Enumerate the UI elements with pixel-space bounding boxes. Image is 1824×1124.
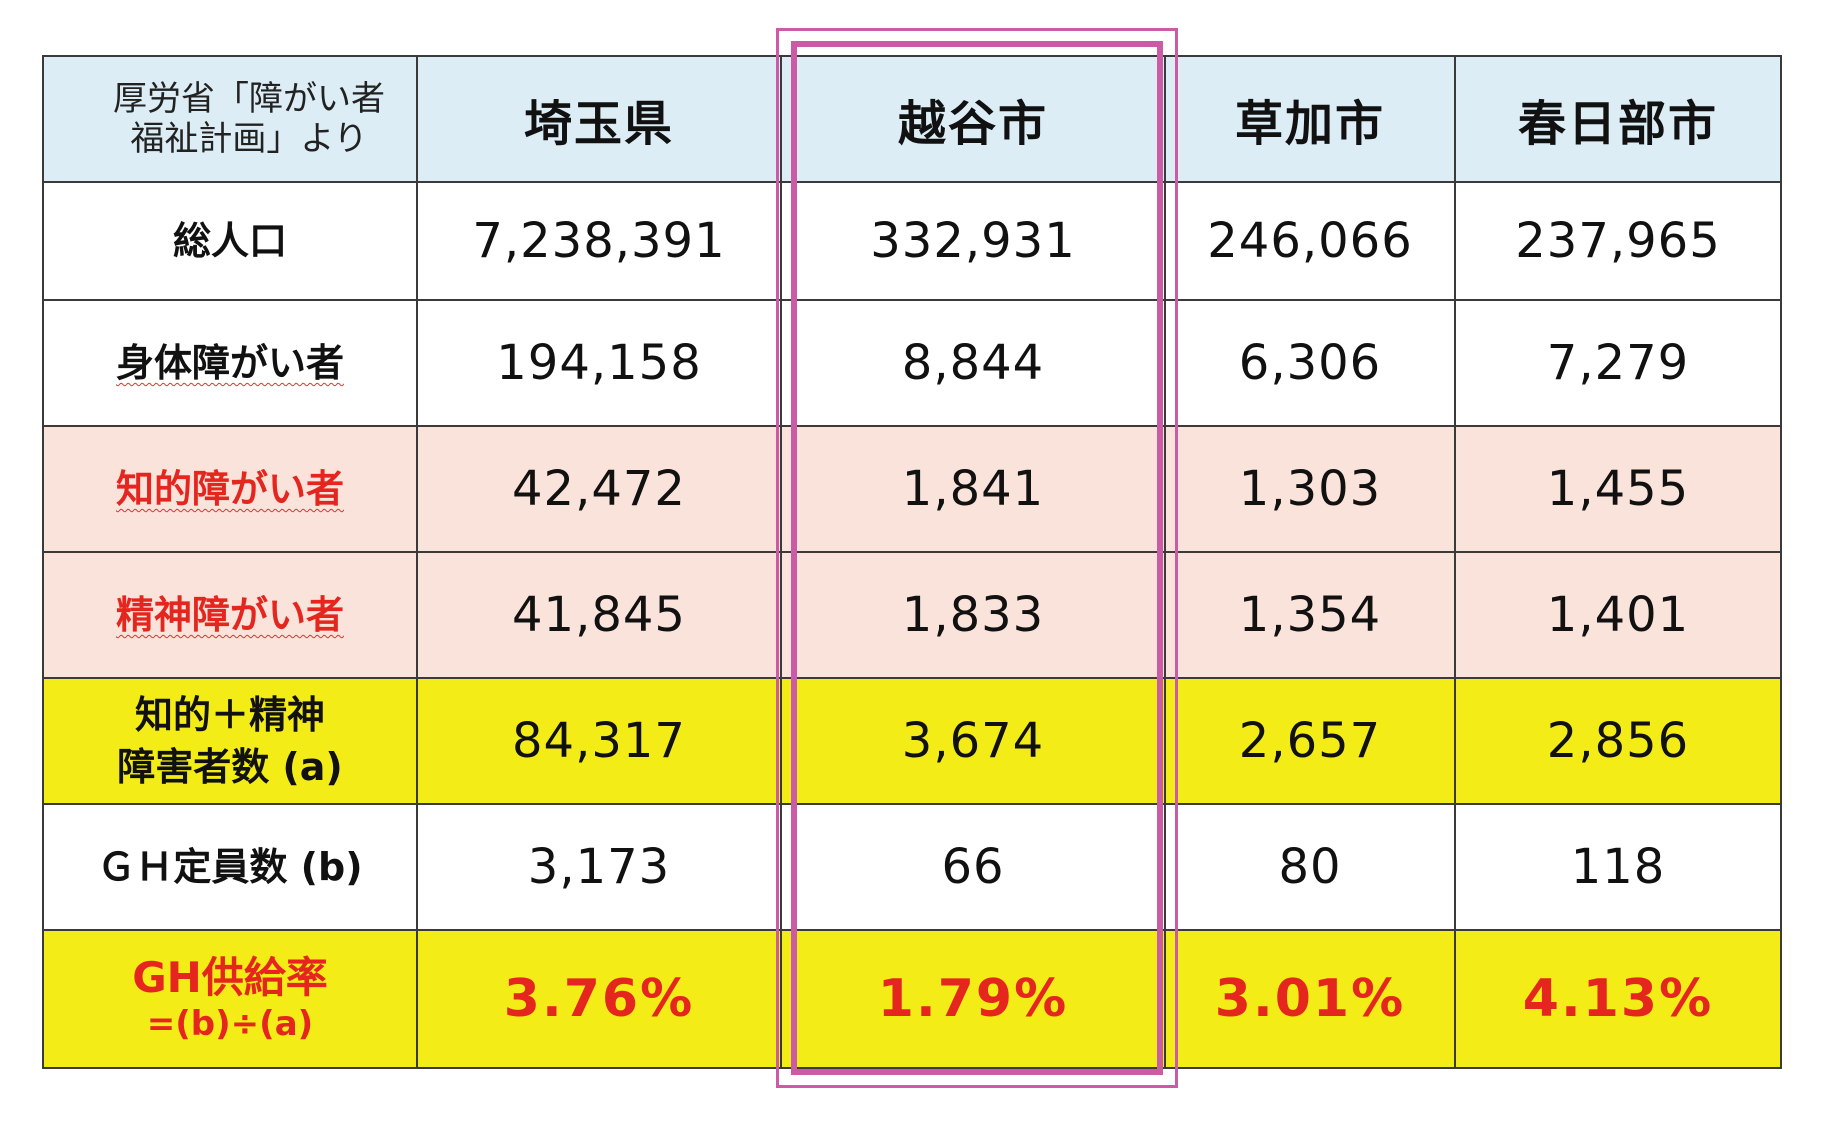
table-cell: 3,674: [780, 677, 1166, 805]
table-cell: 2,657: [1164, 677, 1456, 805]
table-cell: 8,844: [780, 299, 1166, 427]
table-row-mental: 精神障がい者 41,845 1,833 1,354 1,401: [42, 551, 1782, 679]
row-label-mental-cell: 精神障がい者: [42, 551, 418, 679]
row-label-physical-cell: 身体障がい者: [42, 299, 418, 427]
table-cell: 1,354: [1164, 551, 1456, 679]
table-cell: 80: [1164, 803, 1456, 931]
row-label-combined-line-1: 知的＋精神: [134, 693, 325, 737]
row-label-combined-cell: 知的＋精神 障害者数 (a): [42, 677, 418, 805]
row-label-intellectual-cell: 知的障がい者: [42, 425, 418, 553]
table-cell: 246,066: [1164, 181, 1456, 301]
source-note-cell: 厚労省「障がい者 福祉計画」より: [42, 55, 418, 183]
row-label-gh-rate: GH供給率: [132, 953, 328, 1002]
table-cell: 1,303: [1164, 425, 1456, 553]
row-label-mental: 精神障がい者: [115, 593, 344, 637]
table-row-gh-capacity: ＧＨ定員数 (b) 3,173 66 80 118: [42, 803, 1782, 931]
table-row-gh-rate: GH供給率 =(b)÷(a) 3.76% 1.79% 3.01% 4.13%: [42, 929, 1782, 1069]
rate-cell: 4.13%: [1454, 929, 1782, 1069]
table-row-total-population: 総人口 7,238,391 332,931 246,066 237,965: [42, 181, 1782, 301]
table-row-combined: 知的＋精神 障害者数 (a) 84,317 3,674 2,657 2,856: [42, 677, 1782, 805]
table-cell: 6,306: [1164, 299, 1456, 427]
table-cell: 118: [1454, 803, 1782, 931]
header-row: 厚労省「障がい者 福祉計画」より 埼玉県 越谷市 草加市 春日部市: [42, 55, 1782, 183]
table-cell: 3,173: [416, 803, 782, 931]
row-label-intellectual: 知的障がい者: [115, 467, 344, 511]
row-label-combined-line-2: 障害者数 (a): [117, 745, 343, 789]
table-cell: 332,931: [780, 181, 1166, 301]
city-header-koshigaya: 越谷市: [780, 55, 1166, 183]
table-row-intellectual: 知的障がい者 42,472 1,841 1,303 1,455: [42, 425, 1782, 553]
row-label-gh-rate-formula: =(b)÷(a): [146, 1004, 314, 1044]
city-header-saitama: 埼玉県: [416, 55, 782, 183]
city-header-kasukabe: 春日部市: [1454, 55, 1782, 183]
table-cell: 1,833: [780, 551, 1166, 679]
table-cell: 42,472: [416, 425, 782, 553]
source-note-line-1: 厚労省「障がい者: [113, 79, 385, 119]
row-label-gh-capacity: ＧＨ定員数 (b): [42, 803, 418, 931]
table-cell: 237,965: [1454, 181, 1782, 301]
table-cell: 194,158: [416, 299, 782, 427]
table-cell: 84,317: [416, 677, 782, 805]
source-note-line-2: 福祉計画」より: [130, 119, 368, 159]
table-cell: 7,238,391: [416, 181, 782, 301]
row-label-physical: 身体障がい者: [115, 341, 344, 385]
table-cell: 41,845: [416, 551, 782, 679]
row-label-gh-rate-cell: GH供給率 =(b)÷(a): [42, 929, 418, 1069]
row-label-total-population: 総人口: [42, 181, 418, 301]
rate-cell: 3.01%: [1164, 929, 1456, 1069]
table-cell: 1,401: [1454, 551, 1782, 679]
table-row-physical: 身体障がい者 194,158 8,844 6,306 7,279: [42, 299, 1782, 427]
table-cell: 7,279: [1454, 299, 1782, 427]
rate-cell: 1.79%: [780, 929, 1166, 1069]
disability-gh-table: 厚労省「障がい者 福祉計画」より 埼玉県 越谷市 草加市 春日部市 総人口 7,…: [42, 55, 1782, 1069]
table-cell: 1,841: [780, 425, 1166, 553]
table-cell: 66: [780, 803, 1166, 931]
table-cell: 1,455: [1454, 425, 1782, 553]
city-header-soka: 草加市: [1164, 55, 1456, 183]
table-cell: 2,856: [1454, 677, 1782, 805]
rate-cell: 3.76%: [416, 929, 782, 1069]
